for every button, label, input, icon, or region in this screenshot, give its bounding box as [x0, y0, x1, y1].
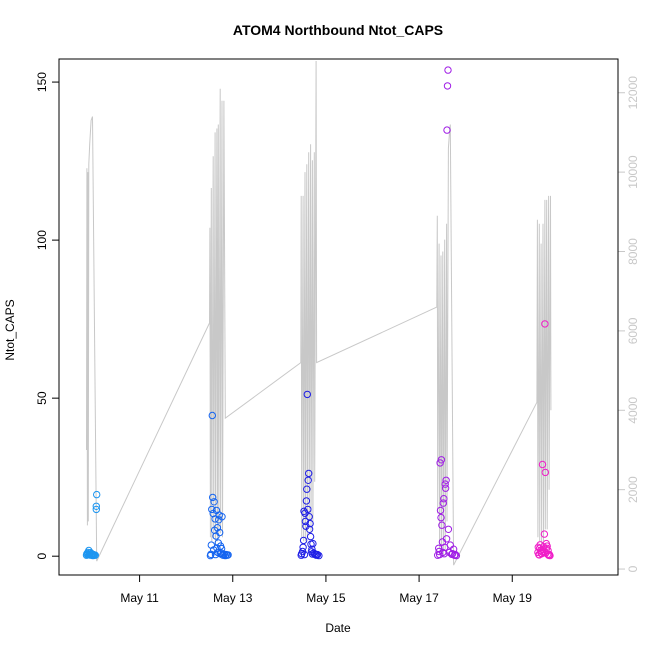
y-tick-label: 50	[35, 391, 49, 405]
data-point	[537, 549, 545, 557]
data-point	[437, 456, 446, 464]
data-point	[541, 468, 549, 477]
y2-tick-label: 12000	[626, 76, 640, 110]
data-point	[540, 530, 549, 538]
data-point	[93, 490, 101, 499]
data-point	[208, 411, 217, 420]
data-point	[217, 544, 226, 553]
data-point	[213, 524, 222, 532]
data-point	[306, 519, 314, 528]
x-tick-label: May 11	[120, 591, 159, 605]
data-point	[306, 532, 315, 541]
data-point	[546, 551, 554, 560]
data-point	[216, 550, 224, 558]
data-point	[304, 505, 312, 514]
data-point	[303, 390, 311, 399]
y-tick-label: 150	[35, 72, 49, 92]
data-point	[302, 497, 311, 505]
data-point	[218, 513, 226, 521]
y2-tick-label: 2000	[626, 476, 640, 503]
data-point	[214, 539, 223, 547]
data-point	[210, 546, 218, 554]
data-point	[441, 480, 449, 488]
data-point	[439, 548, 447, 557]
secondary-line-layer	[86, 60, 552, 566]
chart-title: ATOM4 Northbound Ntot_CAPS	[233, 22, 443, 38]
data-point	[443, 126, 451, 134]
data-point	[305, 469, 313, 478]
data-point	[305, 525, 314, 533]
y2-tick-label: 6000	[626, 317, 640, 344]
data-point	[208, 505, 216, 514]
data-point	[224, 551, 232, 559]
data-point	[441, 484, 450, 492]
y2-tick-label: 0	[626, 565, 640, 572]
data-point	[538, 460, 547, 469]
y-tick-label: 0	[35, 553, 49, 560]
data-point	[299, 543, 307, 551]
data-point	[444, 66, 452, 74]
data-point	[437, 513, 445, 522]
data-point	[309, 539, 317, 548]
data-point	[441, 543, 449, 551]
x-tick-label: May 13	[213, 591, 253, 605]
data-point	[436, 506, 445, 515]
data-point	[541, 320, 549, 328]
x-tick-label: May 17	[399, 591, 439, 605]
data-point	[536, 541, 544, 549]
points-layer	[82, 66, 554, 560]
data-point	[92, 502, 101, 510]
data-point	[313, 550, 322, 559]
data-point	[452, 551, 461, 560]
plot-frame	[58, 58, 619, 576]
data-point	[305, 513, 313, 521]
data-point	[543, 542, 551, 550]
data-point	[92, 505, 101, 514]
data-point	[442, 535, 451, 543]
data-point	[301, 517, 310, 526]
data-point	[443, 82, 452, 90]
data-point	[211, 515, 219, 523]
data-point	[303, 485, 311, 493]
data-point	[300, 550, 309, 559]
y2-tick-label: 4000	[626, 397, 640, 424]
data-point	[304, 476, 312, 484]
series-line-secondary	[86, 60, 552, 566]
y-axis-label: Ntot_CAPS	[3, 299, 17, 360]
y2-tick-label: 10000	[626, 155, 640, 189]
data-point	[209, 493, 217, 502]
data-point	[210, 498, 218, 506]
data-point	[444, 525, 453, 533]
y-tick-label: 100	[35, 230, 49, 250]
data-point	[451, 550, 460, 559]
data-point	[440, 495, 448, 503]
data-point	[216, 528, 224, 537]
data-point	[91, 551, 100, 559]
data-point	[438, 521, 446, 529]
data-point	[538, 548, 546, 556]
data-point	[308, 550, 317, 558]
x-tick-label: May 15	[306, 591, 346, 605]
data-point	[442, 476, 450, 484]
data-point	[439, 499, 447, 507]
y2-tick-label: 8000	[626, 238, 640, 265]
data-point	[299, 536, 308, 545]
x-axis-label: Date	[325, 621, 351, 635]
x-tick-label: May 19	[493, 591, 533, 605]
